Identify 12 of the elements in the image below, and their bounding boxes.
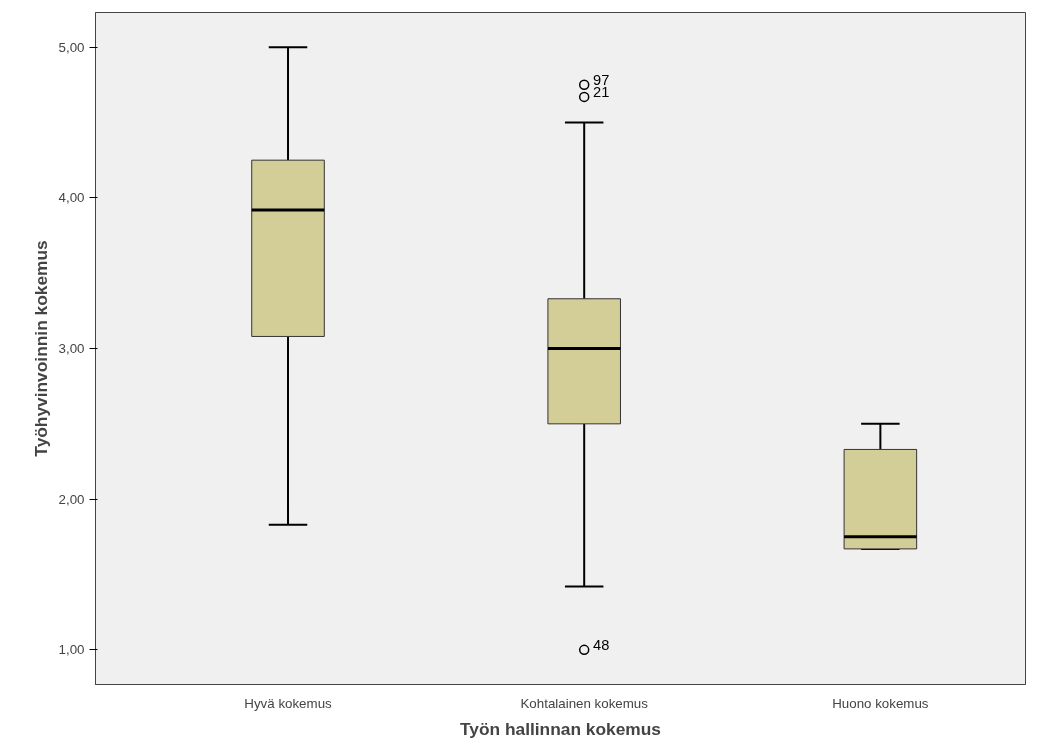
x-axis-title: Työn hallinnan kokemus [460, 718, 661, 739]
x-tick-label: Kohtalainen kokemus [520, 695, 649, 711]
x-tick-label: Huono kokemus [832, 695, 929, 711]
x-tick-label: Hyvä kokemus [244, 695, 333, 711]
y-tick-label: 4,00 [58, 190, 85, 206]
y-tick-label: 3,00 [58, 341, 85, 356]
annotation: 48 [593, 636, 610, 653]
y-tick-label: 5,00 [58, 39, 85, 55]
y-axis-title: Työhyvinvoinnin kokemus [30, 240, 51, 457]
y-tick-label: 2,00 [58, 491, 85, 507]
y-tick-label: 1,00 [58, 642, 85, 658]
annotation: 97 [593, 71, 610, 88]
